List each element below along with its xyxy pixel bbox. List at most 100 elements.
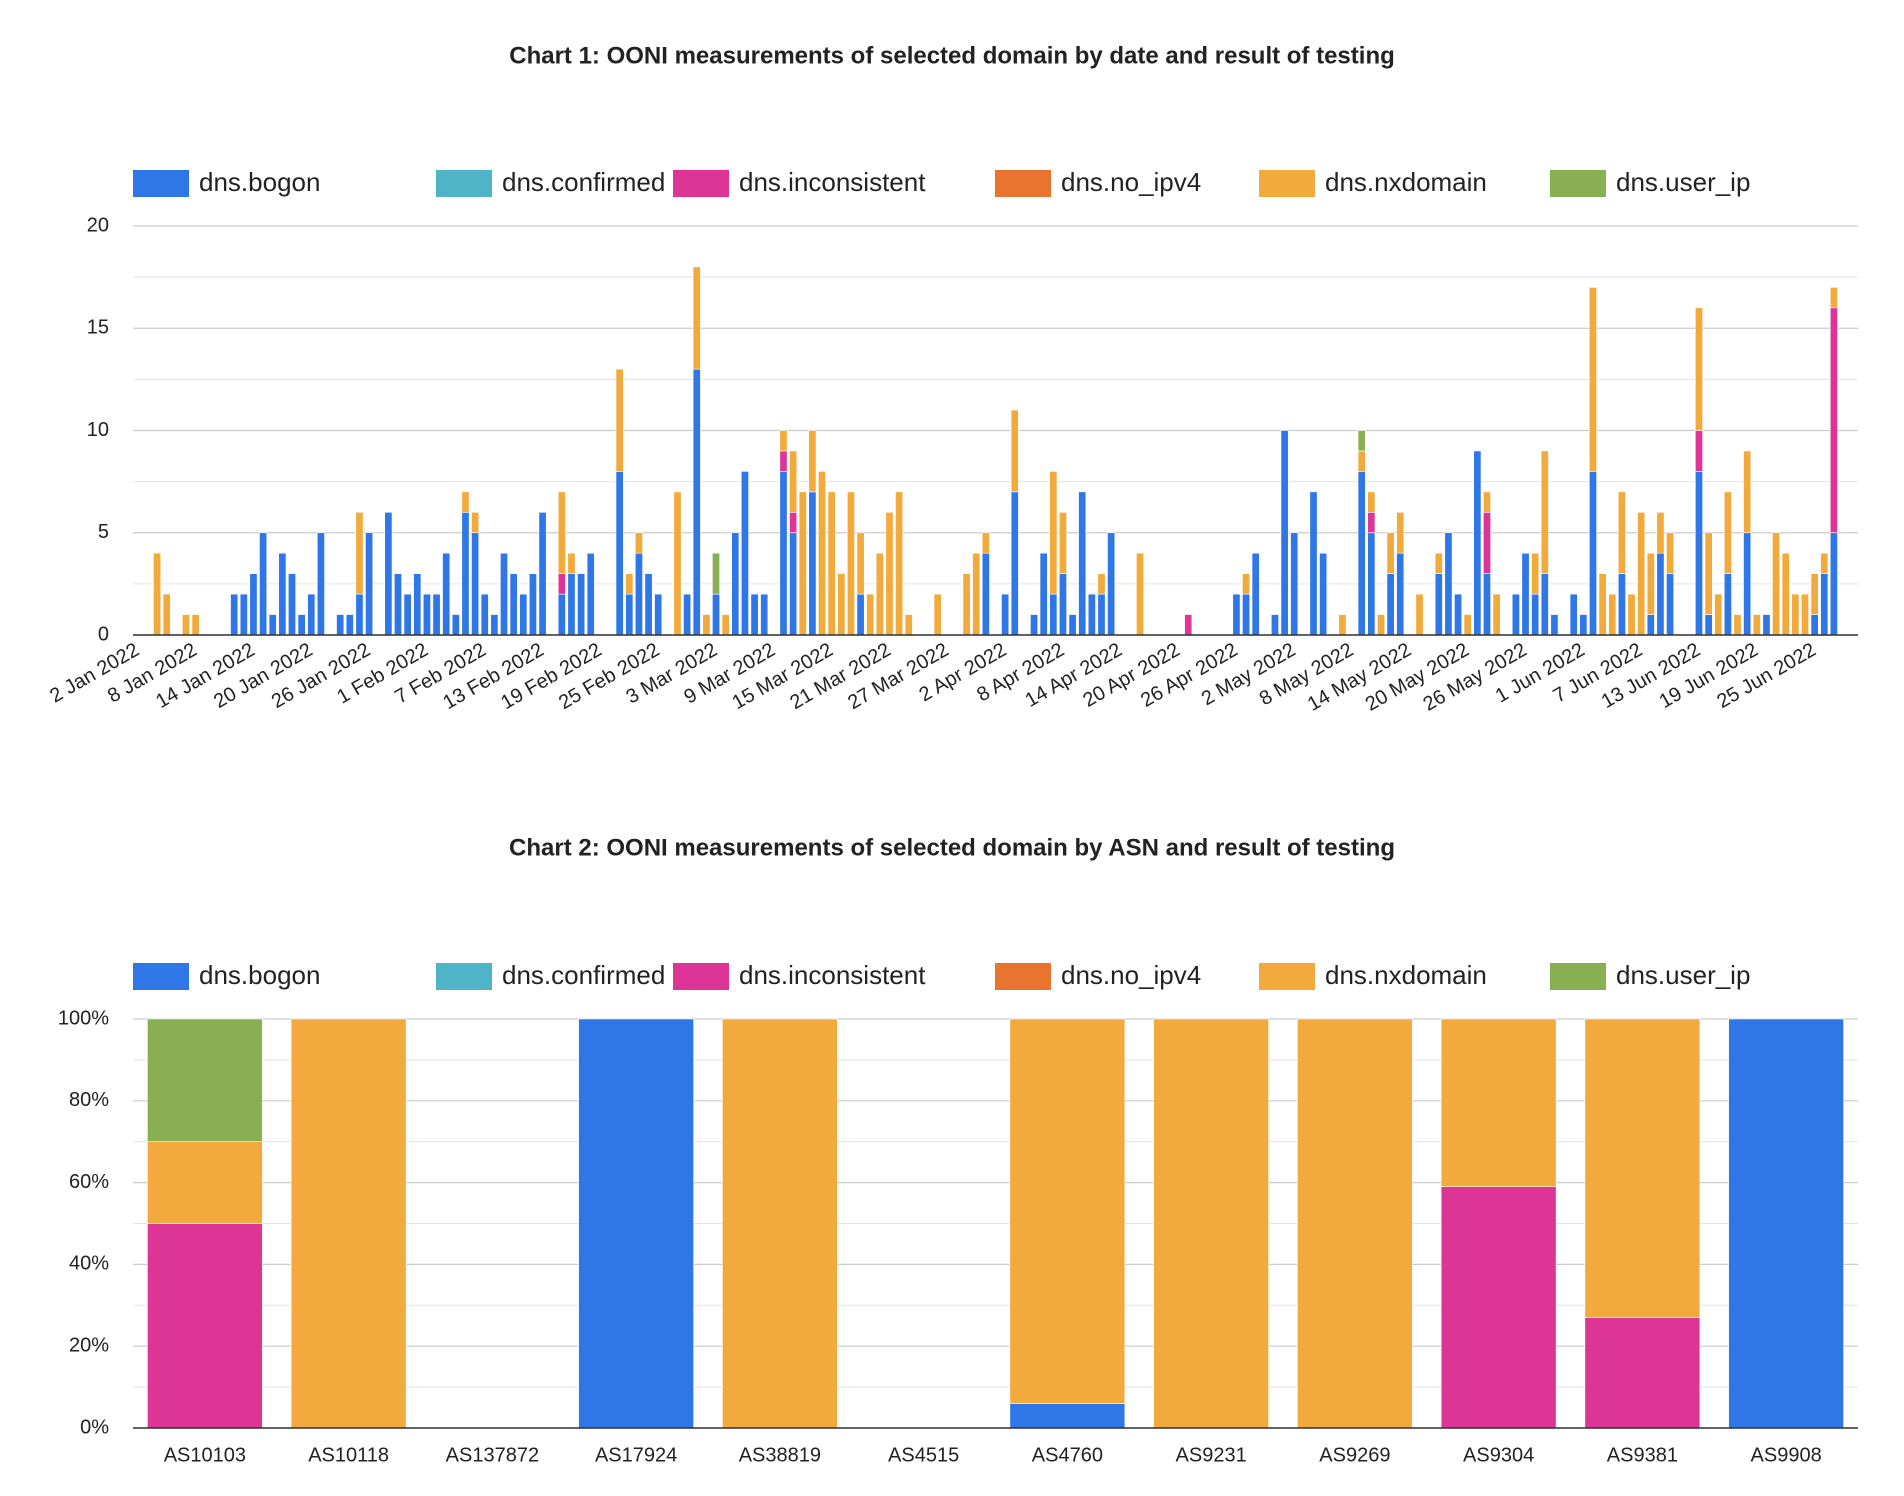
bar-segment [1584,1018,1701,1318]
y-tick-label: 20% [69,1334,109,1356]
y-tick-label: 40% [69,1253,109,1275]
legend-label: dns.bogon [199,960,320,990]
bar-segment [432,593,441,636]
y-tick-label: 15 [87,317,109,339]
bar-segment [316,532,325,636]
bar-segment [1107,532,1116,636]
bar-segment [721,614,730,636]
bar-segment [1386,573,1395,636]
x-tick-label: AS9908 [1751,1444,1822,1466]
bar-segment [1579,614,1588,636]
bar-segment [147,1018,263,1142]
bar-segment [1058,573,1067,636]
bar-segment [471,511,480,534]
bar-segment [1781,552,1790,636]
bar-segment [1309,491,1318,636]
bar-segment [818,471,826,636]
bar-segment [1589,287,1597,472]
bar-segment [683,593,692,636]
bar-segment [567,552,576,574]
legend-label: dns.confirmed [502,960,665,990]
legend-swatch [673,963,729,990]
bar-segment [578,1018,694,1429]
bar-segment [557,593,566,636]
legend-swatch [1259,170,1315,197]
bar-segment [1039,552,1048,636]
bar-segment [1251,552,1260,636]
bar-segment [1280,430,1289,636]
bar-segment [962,573,971,636]
bar-segment [345,614,354,636]
bar-segment [336,614,345,636]
bar-segment [1454,593,1463,636]
bar-segment [1820,573,1829,636]
bar-segment [1386,532,1395,574]
legend-label: dns.bogon [199,167,320,197]
bar-segment [1058,511,1067,574]
bar-segment [1627,593,1636,636]
bar-segment [147,1141,263,1224]
y-tick-label: 60% [69,1171,109,1193]
bar-segment [837,573,846,636]
bar-segment [1810,614,1819,636]
bar-segment [1357,471,1366,636]
bar-segment [789,532,798,636]
legend-label: dns.inconsistent [739,167,926,197]
bar-segment [1492,593,1501,636]
bar-segment [1829,287,1838,309]
bar-segment [567,573,576,636]
bar-segment [384,511,393,636]
bar-segment [147,1223,263,1429]
bar-segment [268,614,277,636]
bar-segment [480,593,489,636]
bar-segment [1810,573,1819,615]
bar-segment [1153,1018,1269,1429]
bar-segment [789,511,798,534]
bar-segment [1049,593,1058,636]
legend-swatch [133,963,189,990]
bar-segment [1357,450,1366,472]
bar-segment [1297,1018,1413,1429]
x-tick-label: AS9269 [1319,1444,1390,1466]
bar-segment [692,368,701,636]
bar-segment [1434,552,1443,574]
bar-segment [895,491,904,636]
bar-segment [1483,511,1491,574]
bar-segment [779,471,788,636]
bar-segment [1440,1186,1557,1429]
bar-segment [249,573,258,636]
bar-segment [634,532,643,554]
bar-segment [644,573,653,636]
bar-segment [461,511,470,636]
bar-segment [981,532,990,554]
chart-title: Chart 2: OONI measurements of selected d… [509,834,1395,861]
bar-segment [1801,593,1809,636]
x-tick-label: AS137872 [446,1444,539,1466]
bar-segment [1540,573,1549,636]
bar-segment [1637,511,1646,636]
bar-segment [355,511,364,595]
bar-segment [290,1018,407,1429]
bar-segment [1617,491,1626,574]
bar-segment [500,552,508,636]
bar-segment [875,552,884,636]
bar-segment [1743,532,1752,636]
bar-segment [1136,552,1145,636]
bar-segment [557,573,566,595]
bar-segment [1646,614,1655,636]
x-tick-label: AS4515 [888,1444,959,1466]
bar-segment [1319,552,1328,636]
bar-segment [1010,409,1019,493]
x-tick-label: AS10118 [308,1444,389,1466]
bar-segment [779,450,788,472]
x-tick-label: AS9304 [1463,1444,1534,1466]
bar-segment [885,511,894,636]
bar-segment [654,593,663,636]
bar-segment [239,593,248,636]
bar-segment [1695,430,1703,472]
x-tick-label: AS17924 [595,1444,677,1466]
bar-segment [933,593,942,636]
bar-segment [1087,593,1096,636]
x-tick-label: AS4760 [1032,1444,1103,1466]
bar-segment [1271,614,1279,636]
